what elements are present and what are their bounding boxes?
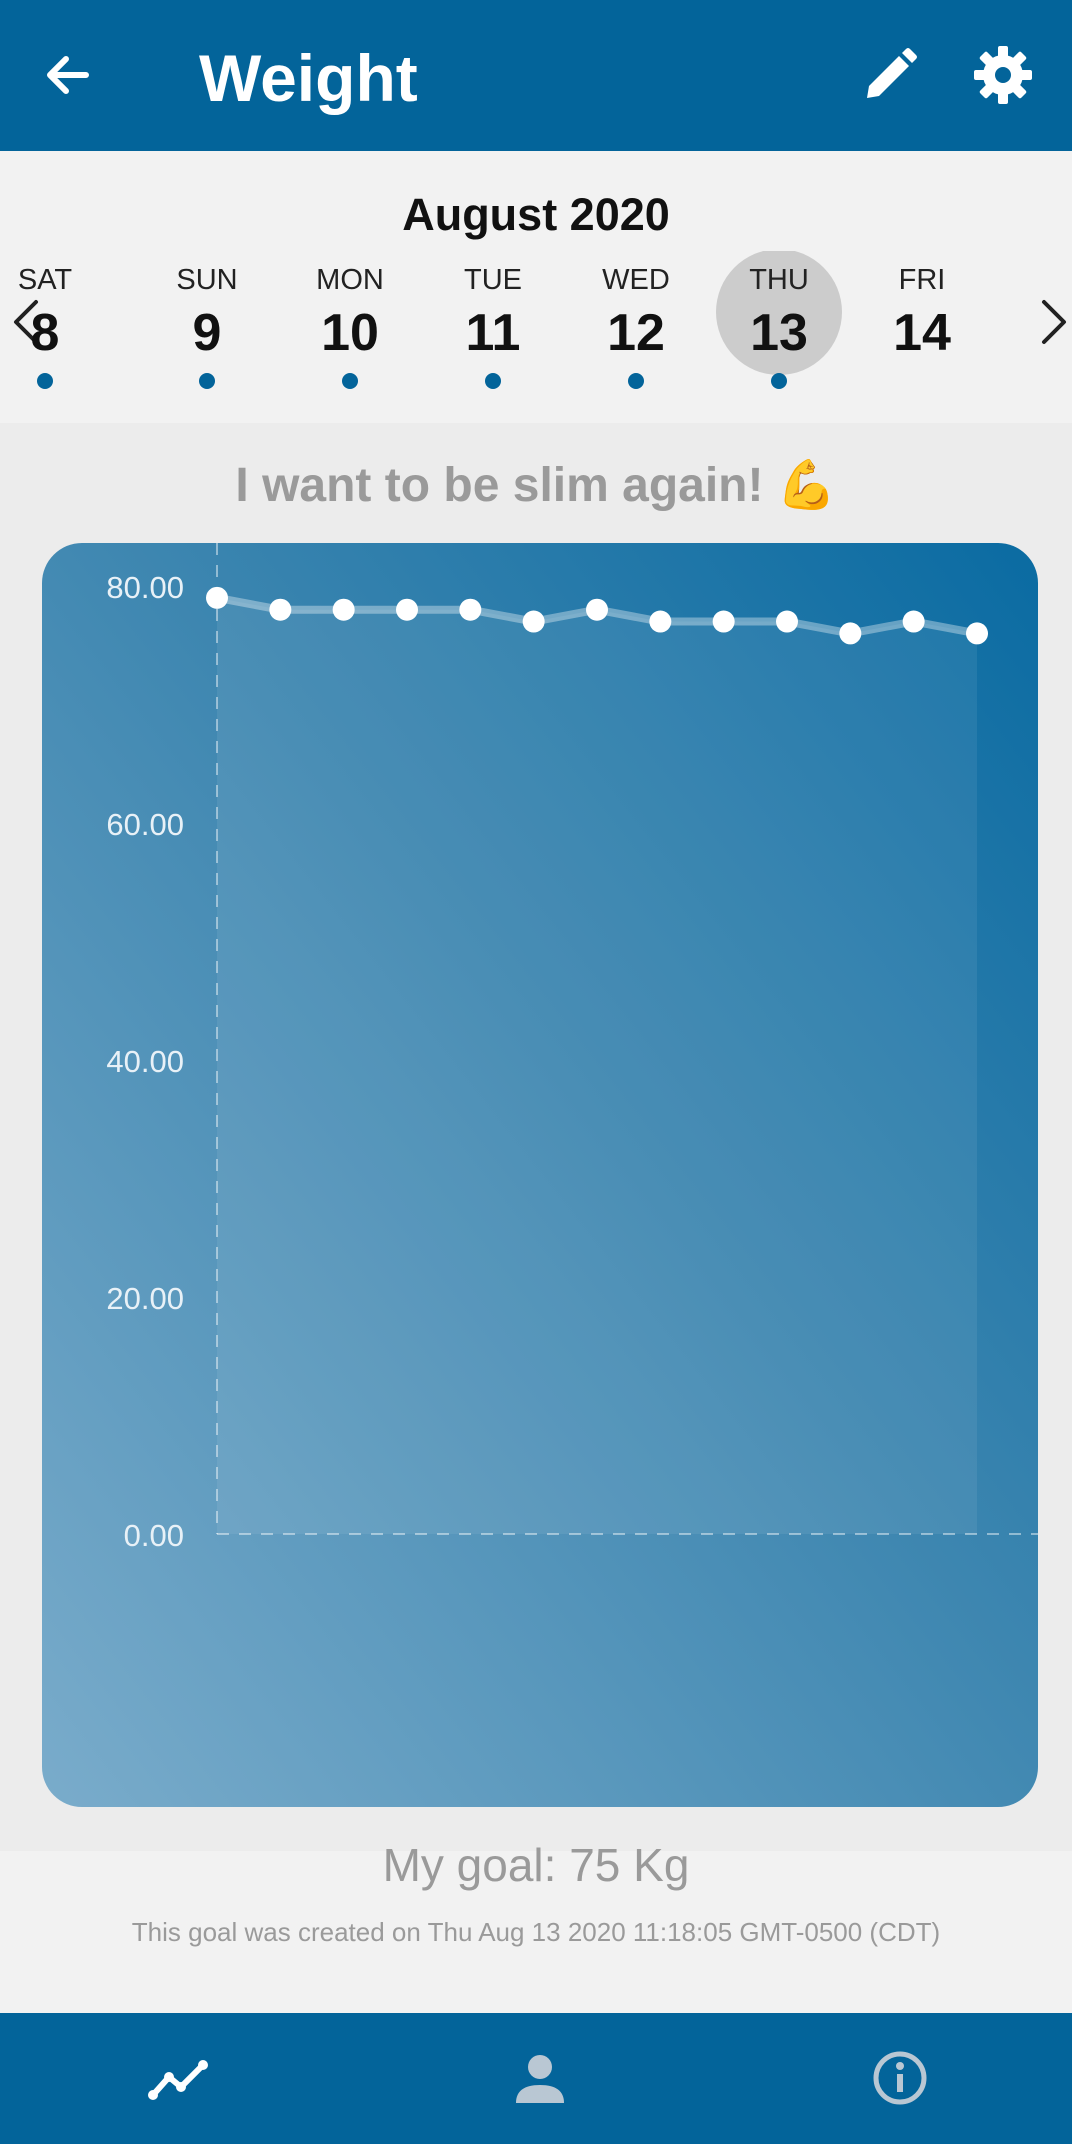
- weight-chart-svg: 80.00 60.00 40.00 20.00 0.00: [106, 543, 1038, 1553]
- day-name: WED: [602, 264, 670, 296]
- goal-created-text: This goal was created on Thu Aug 13 2020…: [131, 1917, 941, 1947]
- data-point: [776, 610, 798, 633]
- month-label: August 2020: [402, 189, 670, 240]
- entry-dot: [485, 373, 501, 389]
- data-point: [586, 598, 608, 621]
- day-name: MON: [316, 264, 384, 296]
- day-name: SAT: [17, 264, 73, 296]
- data-point: [902, 610, 925, 633]
- selected-day-highlight: [716, 251, 842, 375]
- pencil-icon[interactable]: [855, 40, 925, 110]
- chevron-right-icon[interactable]: [1032, 292, 1072, 352]
- entry-dot: [37, 373, 53, 389]
- y-tick-label: 60.00: [106, 807, 184, 842]
- data-point: [396, 598, 418, 621]
- day-name: SUN: [176, 264, 238, 296]
- day-item-wed[interactable]: WED 12: [571, 251, 701, 401]
- day-item-mon[interactable]: MON 10: [285, 251, 415, 401]
- arrow-back-icon[interactable]: [40, 40, 110, 110]
- y-tick-label: 20.00: [106, 1281, 184, 1316]
- day-name: TUE: [464, 264, 522, 296]
- chevron-left-icon[interactable]: [4, 292, 48, 352]
- weight-chart: 80.00 60.00 40.00 20.00 0.00: [42, 543, 1038, 1807]
- entry-dot: [342, 373, 358, 389]
- day-number: 14: [893, 304, 951, 362]
- gear-icon[interactable]: [968, 40, 1038, 110]
- data-point: [332, 598, 355, 621]
- data-point: [839, 622, 862, 645]
- data-point: [966, 622, 988, 645]
- area-fill: [217, 597, 977, 1534]
- y-tick-label: 80.00: [106, 570, 184, 605]
- day-list: SAT 8 SUN 9 MON 10 TUE 11 WED 12: [0, 251, 1072, 401]
- day-item-fri[interactable]: FRI 14: [857, 251, 987, 401]
- day-name: FRI: [898, 264, 946, 296]
- day-number: 12: [607, 304, 665, 362]
- data-point: [522, 610, 545, 633]
- entry-dot: [771, 373, 787, 389]
- info-icon[interactable]: [865, 2043, 935, 2113]
- day-number: 9: [192, 304, 222, 362]
- day-item-tue[interactable]: TUE 11: [428, 251, 558, 401]
- entry-dot: [628, 373, 644, 389]
- chart-line-icon[interactable]: [145, 2043, 215, 2113]
- main-content: I want to be slim again! 💪 80.00 60.00 40.…: [0, 423, 1072, 1851]
- day-item-sun[interactable]: SUN 9: [142, 251, 272, 401]
- y-tick-label: 0.00: [124, 1518, 184, 1553]
- day-number: 11: [465, 304, 521, 362]
- goal-text: My goal: 75 Kg: [382, 1839, 690, 1891]
- day-number: 13: [750, 304, 808, 362]
- data-point: [712, 610, 735, 633]
- motto-text: I want to be slim again! 💪: [235, 459, 837, 512]
- data-point: [206, 586, 228, 609]
- page-title: Weight: [199, 41, 418, 115]
- date-strip: August 2020 SAT 8 SUN 9 MON 10 TUE 11: [0, 151, 1072, 423]
- y-tick-label: 40.00: [106, 1044, 184, 1079]
- day-number: 10: [321, 304, 379, 362]
- entry-dot: [199, 373, 215, 389]
- data-point: [269, 598, 292, 621]
- person-icon[interactable]: [505, 2043, 575, 2113]
- day-item-sat[interactable]: SAT 8: [0, 251, 110, 401]
- bottom-nav: [0, 2013, 1072, 2144]
- data-point: [649, 610, 672, 633]
- data-point: [459, 598, 482, 621]
- day-name: THU: [749, 264, 809, 296]
- app-bar: Weight: [0, 0, 1072, 151]
- day-number: 8: [30, 304, 60, 362]
- day-item-thu[interactable]: THU 13: [714, 251, 844, 401]
